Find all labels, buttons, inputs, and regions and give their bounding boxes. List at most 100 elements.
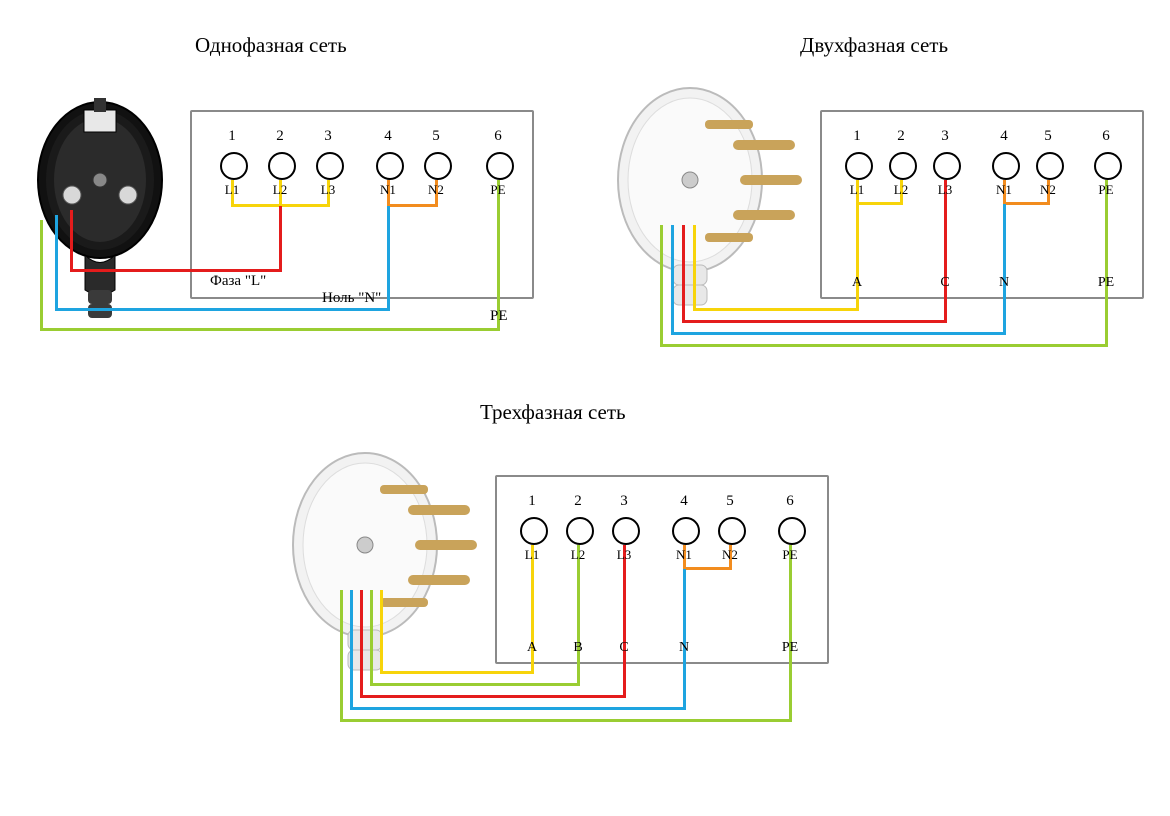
terminal (1036, 152, 1064, 180)
neutral-label: Ноль "N" (322, 290, 381, 307)
term-num: 5 (720, 493, 740, 510)
wire-red (360, 695, 626, 698)
bridge (683, 567, 732, 570)
bridge (387, 204, 438, 207)
term-num: 3 (318, 128, 338, 145)
wire-red (279, 206, 282, 269)
terminal (718, 517, 746, 545)
bridge (856, 202, 903, 205)
title-three: Трехфазная сеть (480, 400, 626, 425)
terminal (672, 517, 700, 545)
bottom-label: A (843, 275, 871, 291)
term-label: L2 (266, 182, 294, 198)
wire-red (70, 210, 73, 270)
title-single: Однофазная сеть (195, 33, 347, 58)
term-label: PE (776, 547, 804, 563)
term-num: 3 (614, 493, 634, 510)
term-num: 6 (1096, 128, 1116, 145)
wire-green (40, 220, 43, 330)
wire-green3 (370, 683, 580, 686)
term-num: 3 (935, 128, 955, 145)
terminal (1094, 152, 1122, 180)
term-label: L3 (931, 182, 959, 198)
term-num: 4 (378, 128, 398, 145)
term-num: 5 (1038, 128, 1058, 145)
term-label: L3 (610, 547, 638, 563)
term-label: L2 (887, 182, 915, 198)
wire-yellow (693, 308, 859, 311)
wire-yellow (693, 225, 696, 310)
wire-blue (671, 332, 1006, 335)
terminal (520, 517, 548, 545)
term-num: 5 (426, 128, 446, 145)
wire-blue (55, 215, 58, 310)
term-num: 2 (568, 493, 588, 510)
term-label: N1 (670, 547, 698, 563)
terminal-3 (316, 152, 344, 180)
terminal (933, 152, 961, 180)
bottom-label: C (931, 275, 959, 291)
wire-red (360, 590, 363, 697)
bottom-label: N (670, 640, 698, 656)
term-num: 1 (222, 128, 242, 145)
term-label: L1 (518, 547, 546, 563)
plug-white-two (615, 85, 805, 335)
term-label: PE (1092, 182, 1120, 198)
bridge (1003, 202, 1050, 205)
wire-green (340, 719, 792, 722)
wire-yellow (380, 590, 383, 673)
phase-label: Фаза "L" (210, 273, 266, 290)
bottom-label: A (518, 640, 546, 656)
terminal (889, 152, 917, 180)
terminal (992, 152, 1020, 180)
term-label: L1 (218, 182, 246, 198)
wire-blue (350, 707, 686, 710)
term-num: 4 (994, 128, 1014, 145)
wire-red (682, 320, 947, 323)
term-label: N2 (716, 547, 744, 563)
bottom-label: PE (776, 640, 804, 656)
terminal (845, 152, 873, 180)
wire-blue (1003, 204, 1006, 275)
term-num: 1 (847, 128, 867, 145)
terminal-2 (268, 152, 296, 180)
wire-blue (387, 206, 390, 308)
wire-yellow (380, 671, 534, 674)
terminal-1 (220, 152, 248, 180)
term-num: 1 (522, 493, 542, 510)
wire-yellow (856, 204, 859, 275)
wire-red (70, 269, 282, 272)
term-num: 4 (674, 493, 694, 510)
bottom-label: B (564, 640, 592, 656)
wire-blue (683, 569, 686, 640)
plug-black (30, 95, 170, 325)
term-num: 6 (488, 128, 508, 145)
term-label: PE (484, 182, 512, 198)
wire-red (682, 225, 685, 322)
terminal (778, 517, 806, 545)
term-num: 2 (891, 128, 911, 145)
term-label: N1 (990, 182, 1018, 198)
term-label: L1 (843, 182, 871, 198)
terminal-6 (486, 152, 514, 180)
wire-green (660, 344, 1108, 347)
terminal (612, 517, 640, 545)
wire-blue (55, 308, 390, 311)
page: Однофазная сеть 1 2 3 4 5 6 L1 L2 L3 N1 … (0, 0, 1170, 816)
wire-blue (350, 590, 353, 709)
term-num: 6 (780, 493, 800, 510)
term-label: L2 (564, 547, 592, 563)
wire-green (340, 590, 343, 721)
wire-green (497, 180, 500, 328)
terminal-5 (424, 152, 452, 180)
bottom-label: C (610, 640, 638, 656)
wire-green (40, 328, 500, 331)
pe-label: PE (490, 308, 508, 325)
bottom-label: N (990, 275, 1018, 291)
term-label: L3 (314, 182, 342, 198)
terminal (566, 517, 594, 545)
plug-white-three (290, 450, 480, 700)
wire-blue (671, 225, 674, 334)
term-num: 2 (270, 128, 290, 145)
bottom-label: PE (1092, 275, 1120, 291)
